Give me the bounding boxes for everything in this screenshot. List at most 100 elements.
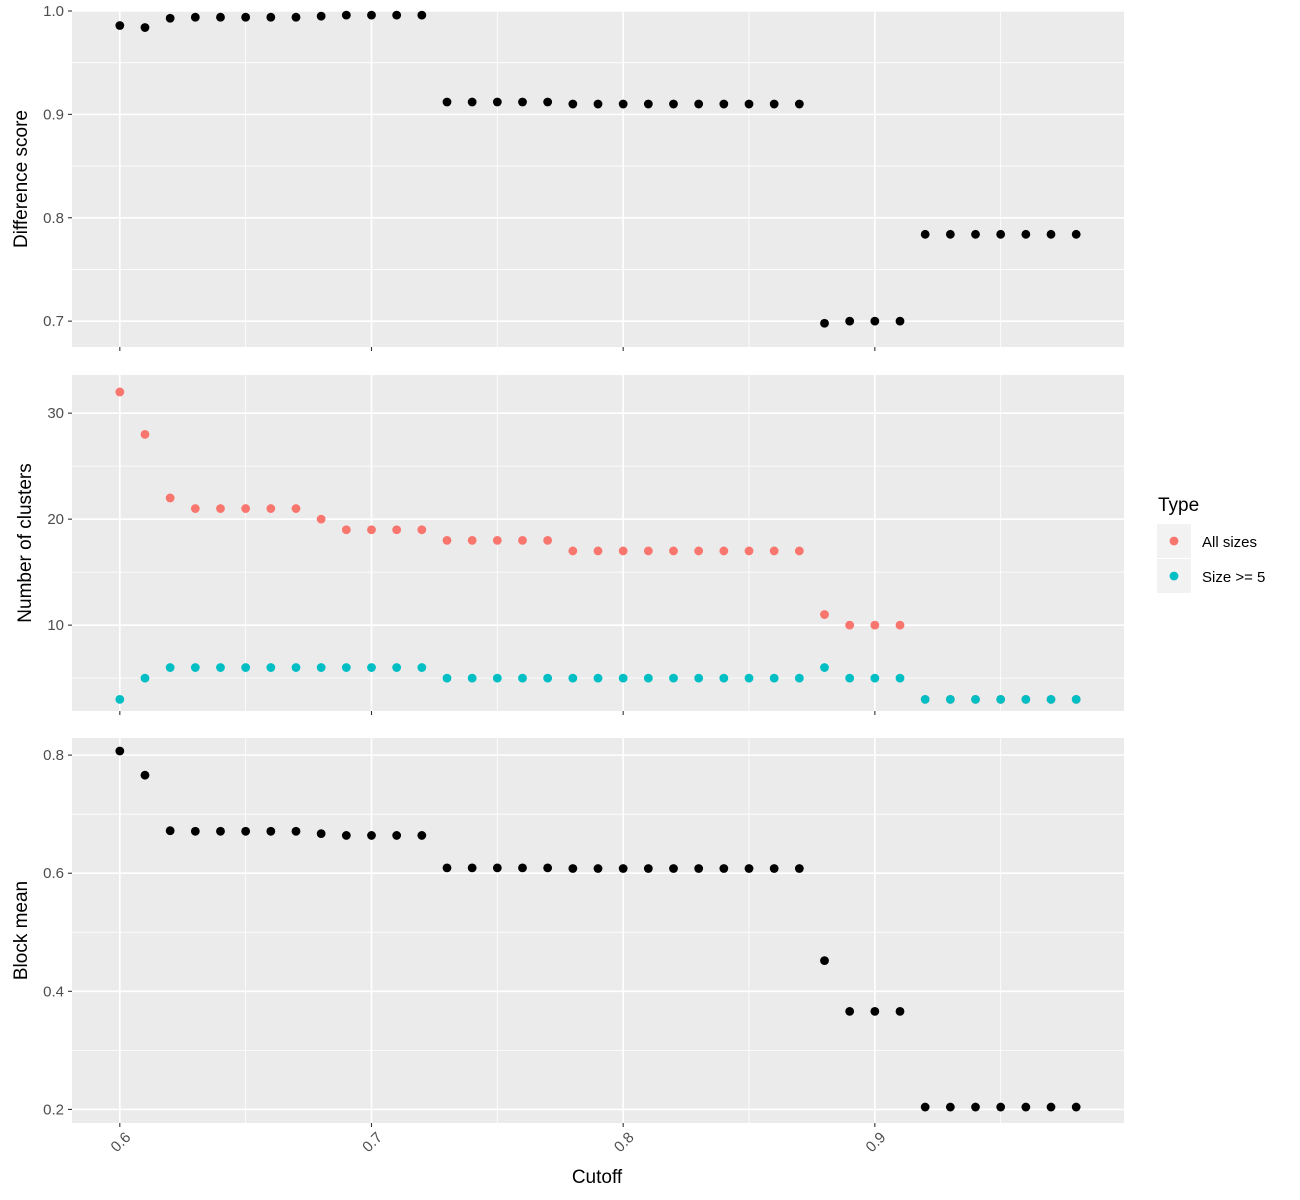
data-point (216, 504, 225, 513)
legend-title: Type (1158, 495, 1199, 516)
y-tick-label: 0.7 (43, 313, 64, 330)
data-point (669, 864, 678, 873)
data-point (945, 1102, 955, 1112)
data-point (442, 535, 452, 545)
data-point (593, 546, 603, 556)
legend-label: Size >= 5 (1202, 569, 1265, 586)
data-point (870, 1006, 880, 1016)
data-point (241, 504, 251, 513)
data-point (920, 229, 930, 239)
data-point (618, 546, 628, 556)
data-point (794, 99, 804, 109)
data-point (291, 826, 301, 836)
data-point (971, 1102, 980, 1112)
data-point (643, 864, 653, 873)
data-point (341, 10, 351, 20)
data-point (744, 673, 754, 683)
data-point (518, 863, 527, 873)
data-point (820, 956, 829, 966)
data-point (694, 673, 704, 683)
panel-background (72, 738, 1124, 1123)
y-tick-label: 0.8 (43, 747, 64, 764)
data-point (920, 694, 930, 704)
data-point (719, 99, 729, 109)
data-point (518, 673, 527, 683)
data-point (165, 826, 175, 836)
data-point (417, 10, 427, 20)
panel-background (72, 11, 1124, 347)
data-point (845, 316, 855, 326)
data-point (794, 673, 804, 683)
data-point (1071, 229, 1081, 239)
data-point (618, 99, 628, 109)
data-point (115, 387, 125, 397)
data-point (996, 694, 1006, 704)
data-point (1046, 229, 1056, 239)
data-point (1071, 694, 1081, 704)
data-point (316, 829, 326, 839)
data-point (467, 673, 477, 683)
legend-entry: All sizes (1157, 524, 1257, 558)
legend-swatch (1169, 571, 1179, 581)
data-point (190, 663, 200, 672)
data-point (492, 97, 502, 107)
y-tick-label: 1.0 (43, 3, 64, 20)
legend: Type All sizes Size >= 5 (1157, 495, 1265, 593)
x-axis-title: Cutoff (572, 1167, 623, 1188)
panel-2: 10 20 30 Number of clusters (15, 375, 1124, 715)
data-point (216, 663, 225, 672)
x-tick-label: 0.7 (359, 1129, 386, 1156)
data-point (241, 826, 251, 836)
data-point (518, 97, 527, 107)
data-point (568, 673, 578, 683)
x-tick-label: 0.6 (108, 1129, 135, 1156)
data-point (266, 663, 276, 672)
data-point (996, 229, 1006, 239)
data-point (643, 99, 653, 109)
data-point (895, 316, 905, 326)
data-point (543, 97, 553, 107)
data-point (165, 13, 175, 23)
data-point (316, 514, 326, 524)
y-axis-title: Number of clusters (15, 463, 36, 622)
data-point (266, 12, 276, 22)
data-point (895, 1006, 905, 1016)
data-point (467, 863, 477, 873)
data-point (492, 673, 502, 683)
data-point (870, 673, 880, 683)
data-point (593, 864, 603, 873)
data-point (216, 826, 225, 836)
data-point (316, 663, 326, 672)
data-point (744, 99, 754, 109)
data-point (115, 746, 125, 756)
data-point (769, 673, 779, 683)
data-point (367, 525, 376, 535)
panel-background (72, 375, 1124, 711)
legend-entry: Size >= 5 (1157, 559, 1265, 593)
data-point (367, 831, 376, 840)
data-point (492, 863, 502, 873)
y-tick-label: 0.9 (43, 106, 64, 123)
data-point (392, 10, 402, 20)
data-point (719, 546, 729, 556)
data-point (568, 864, 578, 873)
data-point (1046, 694, 1056, 704)
data-point (845, 673, 855, 683)
data-point (442, 673, 452, 683)
data-point (870, 620, 880, 630)
data-point (115, 694, 125, 704)
panel-3: 0.2 0.4 0.6 0.8 Block mean (11, 738, 1124, 1127)
data-point (669, 673, 678, 683)
y-tick-label: 0.8 (43, 210, 64, 227)
data-point (442, 97, 452, 107)
data-point (568, 546, 578, 556)
data-point (945, 229, 955, 239)
data-point (543, 673, 553, 683)
data-point (593, 99, 603, 109)
data-point (367, 10, 376, 20)
data-point (1021, 1102, 1031, 1112)
data-point (392, 831, 402, 840)
data-point (392, 663, 402, 672)
x-tick-label: 0.8 (611, 1129, 638, 1156)
x-tick-label: 0.9 (863, 1129, 890, 1156)
